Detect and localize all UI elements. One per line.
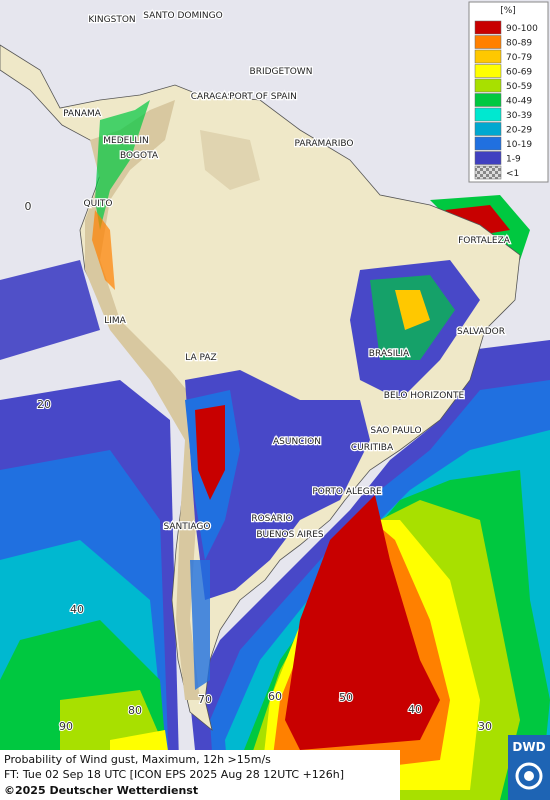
legend-label: 30-39 [506,111,532,121]
grid-label: 30 [478,720,492,733]
caption-line: Probability of Wind gust, Maximum, 12h >… [4,753,271,766]
city-label: PARAMARIBO [295,139,354,149]
grid-label: 90 [59,720,73,733]
legend-swatch [474,20,502,35]
caption-line: ©2025 Deutscher Wetterdienst [4,784,198,797]
grid-label: 0 [25,200,32,213]
grid-labels: 0 20 40 90 80 70 60 50 40 30 [24,199,494,734]
city-label: ASUNCION [273,437,321,447]
grid-label: 80 [128,704,142,717]
legend-label: 10-19 [506,140,532,150]
legend-unit: [%] [500,6,516,16]
city-label: CURITIBA [351,443,394,453]
legend-label: 1-9 [506,155,521,165]
city-label: BELO HORIZONTE [384,391,465,401]
legend-label: 20-29 [506,126,532,136]
logo-text: DWD [512,740,545,754]
legend-label: 40-49 [506,97,532,107]
legend-swatch [474,78,502,93]
legend-label: 90-100 [506,24,538,34]
land-field [92,100,480,690]
city-label: CARACAS [191,92,234,102]
grid-label: 70 [198,693,212,706]
city-label: FORTALEZA [458,236,511,246]
city-labels: KINGSTON SANTO DOMINGOBRIDGETOWNCARACASPO… [62,10,512,542]
city-label: MEDELLIN [103,136,148,146]
city-label: PORT OF SPAIN [229,92,297,102]
logo-icon [515,762,543,790]
legend-label: 80-89 [506,39,532,49]
legend-swatch [474,35,502,49]
legend-label: 50-59 [506,82,532,92]
legend-swatch [474,64,502,78]
caption-box [0,750,400,800]
city-label: SANTO DOMINGO [143,11,222,21]
city-label: ROSARIO [251,514,292,524]
city-label: LIMA [104,316,126,326]
city-label: PORTO ALEGRE [312,487,382,497]
legend: [%] 90-100 80-89 70-79 60-69 50-59 40-49 30-39… [468,1,549,183]
legend-label: <1 [506,169,519,179]
city-label: BRASILIA [369,349,410,359]
legend-swatch [474,151,502,165]
city-label: KINGSTON [88,15,135,25]
city-label: BRIDGETOWN [250,67,313,77]
legend-swatch [474,49,502,64]
legend-swatch [474,107,502,122]
grid-label: 20 [37,398,51,411]
grid-label: 50 [339,691,353,704]
city-label: BOGOTA [120,151,159,161]
city-label: SANTIAGO [164,522,211,532]
city-label: SAO PAULO [370,426,421,436]
grid-label: 40 [408,703,422,716]
grid-label: 60 [268,690,282,703]
legend-label: 60-69 [506,68,532,78]
city-label: QUITO [84,199,113,209]
legend-swatch [474,122,502,136]
city-label: BUENOS AIRES [256,530,324,540]
legend-label: 70-79 [506,53,532,63]
legend-swatch [474,165,502,180]
legend-swatch [474,136,502,151]
legend-swatch [474,93,502,107]
logo: DWD [508,735,550,800]
grid-label: 40 [70,603,84,616]
caption-line: FT: Tue 02 Sep 18 UTC [ICON EPS 2025 Aug… [4,768,344,781]
city-label: LA PAZ [185,353,216,363]
city-label: PANAMA [63,109,102,119]
city-label: SALVADOR [457,327,505,337]
logo-icon [524,771,534,781]
